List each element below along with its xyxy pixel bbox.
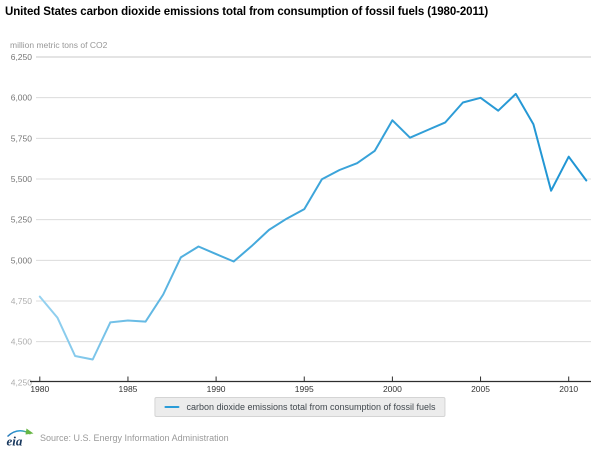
- footer: eia Source: U.S. Energy Information Admi…: [5, 425, 229, 450]
- x-axis-label: 1995: [295, 384, 314, 394]
- x-axis-label: 1980: [30, 384, 49, 394]
- x-axis-label: 1985: [118, 384, 137, 394]
- chart-title: United States carbon dioxide emissions t…: [5, 6, 489, 18]
- x-axis-label: 2005: [471, 384, 490, 394]
- eia-logo-leaf: [25, 428, 34, 435]
- y-axis-label: 5,000: [11, 255, 33, 265]
- emissions-line-chart: 6,250 6,000 5,750 5,500 5,250 5,000 4,750 4,500…: [11, 52, 591, 394]
- legend-line-swatch: [164, 406, 180, 408]
- source-attribution: Source: U.S. Energy Information Administ…: [40, 432, 229, 443]
- x-axis-label: 2010: [559, 384, 578, 394]
- y-axis-label: 5,500: [11, 174, 33, 184]
- y-axis-label: 4,500: [11, 337, 33, 347]
- legend: carbon dioxide emissions total from cons…: [154, 397, 446, 417]
- emissions-line: [38, 92, 588, 361]
- y-axis-label: 6,250: [11, 52, 33, 62]
- y-axis-label: 5,250: [11, 215, 33, 225]
- y-axis-label: 5,750: [11, 133, 33, 143]
- y-axis-label: 4,250: [11, 377, 33, 387]
- y-axis-label: 4,750: [11, 296, 33, 306]
- eia-logo-text: eia: [7, 434, 23, 449]
- eia-logo: eia: [7, 428, 34, 449]
- y-axis-label: 6,000: [11, 93, 33, 103]
- legend-label: carbon dioxide emissions total from cons…: [186, 402, 436, 412]
- y-axis-unit-label: million metric tons of CO2: [10, 40, 108, 50]
- x-axis-label: 1990: [207, 384, 226, 394]
- x-axis-label: 2000: [383, 384, 402, 394]
